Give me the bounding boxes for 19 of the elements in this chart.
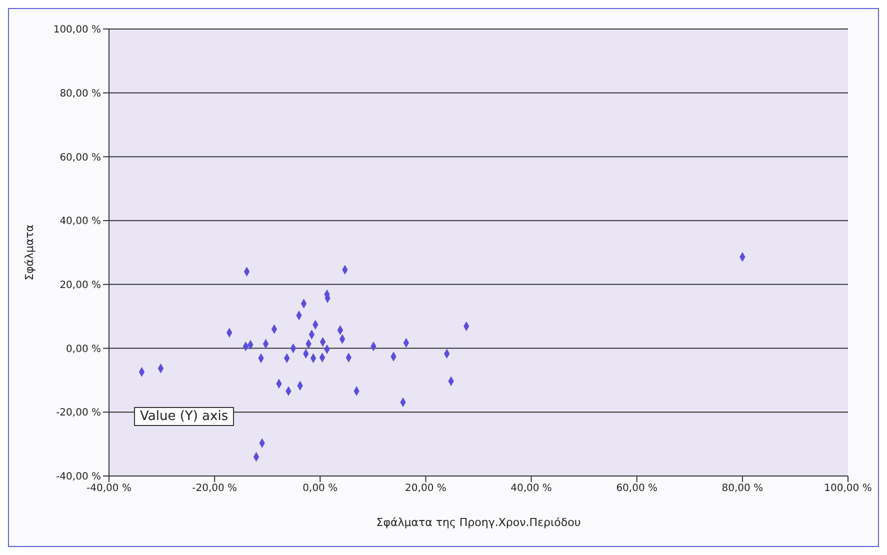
x-tick-label: 20,00 % xyxy=(405,483,446,494)
x-axis-title: Σφάλματα της Προηγ.Χρον.Περιόδου xyxy=(376,516,581,529)
y-tick-label: 60,00 % xyxy=(60,152,101,164)
y-tick-label: -40,00 % xyxy=(56,472,101,483)
y-axis-title: Σφάλματα xyxy=(22,224,36,281)
x-tick-label: 0,00 % xyxy=(302,483,338,494)
x-tick-label: 80,00 % xyxy=(722,483,764,494)
annotation: Value (Y) axis xyxy=(134,407,234,426)
x-tick-label: 40,00 % xyxy=(510,483,552,494)
x-tick-label: 100,00 % xyxy=(824,483,872,494)
x-tick-label: -40,00 % xyxy=(86,483,132,494)
x-tick-label: 60,00 % xyxy=(616,483,658,494)
y-tick-label: 40,00 % xyxy=(60,216,101,228)
y-tick-label: 80,00 % xyxy=(60,88,101,100)
y-tick-label: 100,00 % xyxy=(53,24,101,36)
x-tick-label: -20,00 % xyxy=(192,483,238,494)
y-tick-label: 0,00 % xyxy=(66,344,101,355)
y-tick-label: 20,00 % xyxy=(60,280,101,291)
y-tick-label: -20,00 % xyxy=(56,408,101,419)
